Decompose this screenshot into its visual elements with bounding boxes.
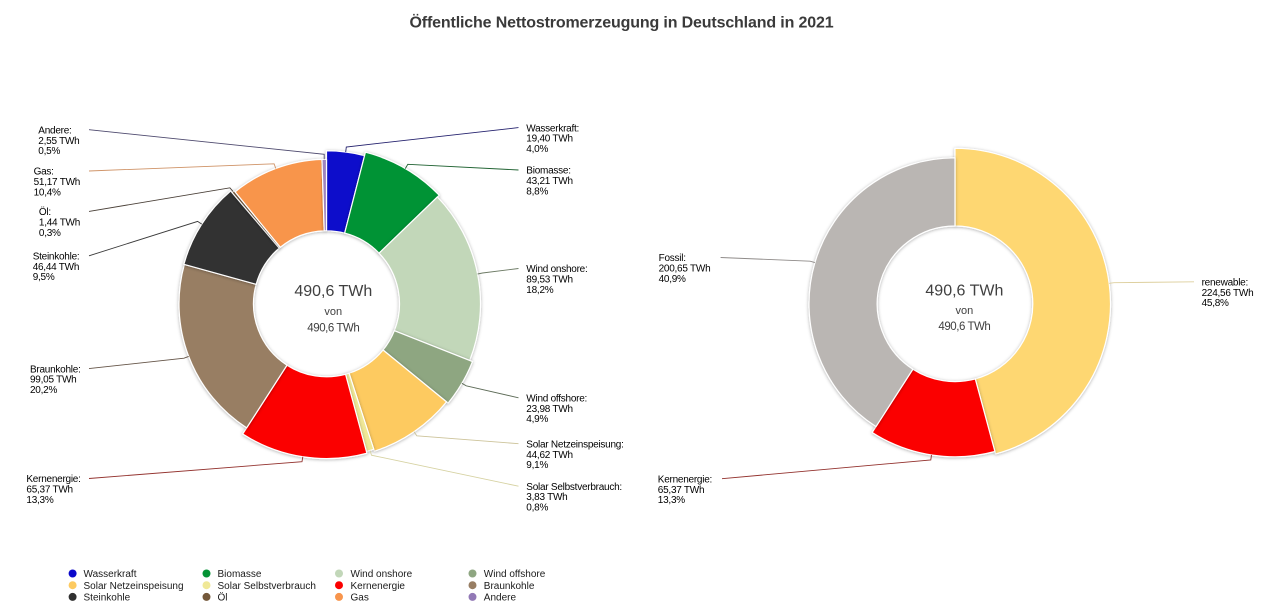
svg-text:46,44 TWh: 46,44 TWh <box>33 262 79 273</box>
svg-text:19,40 TWh: 19,40 TWh <box>526 134 572 145</box>
svg-text:Kernenergie: Kernenergie <box>351 581 406 592</box>
svg-text:Gas:: Gas: <box>34 167 54 178</box>
svg-text:Solar Selbstverbrauch: Solar Selbstverbrauch <box>218 581 316 592</box>
svg-text:Öl: Öl <box>218 592 228 604</box>
svg-text:Wind onshore:: Wind onshore: <box>526 264 587 275</box>
svg-text:0,3%: 0,3% <box>39 228 61 239</box>
svg-text:490,6 TWh: 490,6 TWh <box>938 321 990 333</box>
svg-text:490,6 TWh: 490,6 TWh <box>925 283 1003 300</box>
svg-text:renewable:: renewable: <box>1202 278 1248 289</box>
svg-text:2,55 TWh: 2,55 TWh <box>38 136 79 147</box>
svg-text:4,9%: 4,9% <box>526 414 548 425</box>
svg-text:3,83 TWh: 3,83 TWh <box>526 492 567 503</box>
svg-text:13,3%: 13,3% <box>26 495 53 506</box>
svg-text:65,37 TWh: 65,37 TWh <box>658 485 704 496</box>
svg-text:45,8%: 45,8% <box>1202 298 1229 309</box>
svg-text:Braunkohle:: Braunkohle: <box>30 364 81 375</box>
svg-text:65,37 TWh: 65,37 TWh <box>26 485 72 496</box>
svg-text:224,56 TWh: 224,56 TWh <box>1202 288 1254 299</box>
svg-text:13,3%: 13,3% <box>658 495 685 506</box>
svg-text:Gas: Gas <box>351 593 369 604</box>
svg-text:Andere: Andere <box>484 593 517 604</box>
svg-text:10,4%: 10,4% <box>34 187 61 198</box>
svg-text:Solar Netzeinspeisung: Solar Netzeinspeisung <box>84 581 184 592</box>
svg-text:9,5%: 9,5% <box>33 272 55 283</box>
svg-text:Solar Netzeinspeisung:: Solar Netzeinspeisung: <box>526 439 623 450</box>
svg-text:Kernenergie:: Kernenergie: <box>658 474 712 485</box>
svg-text:Steinkohle: Steinkohle <box>84 593 131 604</box>
svg-text:Fossil:: Fossil: <box>659 253 686 264</box>
svg-text:23,98 TWh: 23,98 TWh <box>526 404 572 415</box>
svg-text:0,5%: 0,5% <box>38 146 60 157</box>
svg-text:99,05 TWh: 99,05 TWh <box>30 375 76 386</box>
svg-text:Wind onshore: Wind onshore <box>351 569 413 580</box>
svg-text:1,44 TWh: 1,44 TWh <box>39 217 80 228</box>
svg-text:Kernenergie:: Kernenergie: <box>26 474 80 485</box>
svg-text:Biomasse:: Biomasse: <box>526 166 570 177</box>
svg-text:Wind offshore: Wind offshore <box>484 569 546 580</box>
svg-text:von: von <box>324 306 342 318</box>
svg-text:51,17 TWh: 51,17 TWh <box>34 177 80 188</box>
svg-text:43,21 TWh: 43,21 TWh <box>526 176 572 187</box>
svg-text:Wind offshore:: Wind offshore: <box>526 394 587 405</box>
svg-text:40,9%: 40,9% <box>659 274 686 285</box>
svg-text:Andere:: Andere: <box>38 125 71 136</box>
svg-text:4,0%: 4,0% <box>526 144 548 155</box>
svg-text:Solar Selbstverbrauch:: Solar Selbstverbrauch: <box>526 482 622 493</box>
svg-text:9,1%: 9,1% <box>526 460 548 471</box>
svg-text:18,2%: 18,2% <box>526 285 553 296</box>
svg-text:Öl:: Öl: <box>39 206 51 218</box>
svg-text:Öffentliche Nettostromerzeugun: Öffentliche Nettostromerzeugung in Deuts… <box>410 12 834 31</box>
svg-text:44,62 TWh: 44,62 TWh <box>526 450 572 461</box>
svg-text:20,2%: 20,2% <box>30 385 57 396</box>
svg-text:200,65 TWh: 200,65 TWh <box>659 264 711 275</box>
svg-text:8,8%: 8,8% <box>526 186 548 197</box>
svg-text:Steinkohle:: Steinkohle: <box>33 252 80 263</box>
svg-text:Braunkohle: Braunkohle <box>484 581 535 592</box>
svg-text:490,6 TWh: 490,6 TWh <box>294 283 372 300</box>
svg-text:Biomasse: Biomasse <box>218 569 262 580</box>
svg-text:490,6 TWh: 490,6 TWh <box>307 323 359 335</box>
svg-text:Wasserkraft: Wasserkraft <box>84 569 137 580</box>
svg-text:0,8%: 0,8% <box>526 503 548 514</box>
svg-text:von: von <box>956 305 974 317</box>
svg-text:89,53 TWh: 89,53 TWh <box>526 275 572 286</box>
svg-text:Wasserkraft:: Wasserkraft: <box>526 123 579 134</box>
